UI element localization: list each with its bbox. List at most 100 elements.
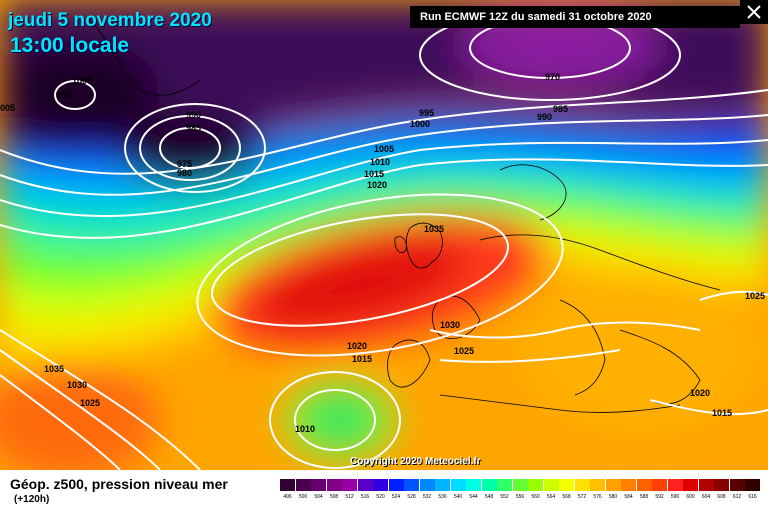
pressure-label: 1005 xyxy=(374,144,395,154)
scale-swatch xyxy=(419,479,435,491)
pressure-label: 985 xyxy=(553,104,569,114)
pressure-label: 1025 xyxy=(80,398,101,408)
forecast-date: jeudi 5 novembre 2020 xyxy=(8,10,212,31)
scale-label: 524 xyxy=(391,494,401,500)
scale-swatch xyxy=(574,479,590,491)
scale-swatch xyxy=(667,479,683,491)
pressure-label: 1020 xyxy=(367,180,388,190)
isobars xyxy=(0,9,768,470)
scale-swatch xyxy=(450,479,466,491)
scale-label: 560 xyxy=(531,494,540,500)
scale-label: 576 xyxy=(593,494,602,500)
scale-label: 592 xyxy=(655,494,664,500)
weather-map: jeudi 5 novembre 2020 13:00 locale Run E… xyxy=(0,0,768,470)
scale-label: 556 xyxy=(515,494,525,500)
scale-swatch xyxy=(357,479,373,491)
scale-swatch xyxy=(388,479,404,491)
pressure-label: 1030 xyxy=(440,320,461,330)
pressure-label: 1035 xyxy=(44,364,65,374)
scale-label: 600 xyxy=(686,494,695,500)
coastlines xyxy=(89,19,721,413)
close-button[interactable] xyxy=(740,0,768,24)
scale-swatch xyxy=(295,479,311,491)
pressure-label: 1010 xyxy=(370,157,391,167)
pressure-label: 990 xyxy=(537,112,553,122)
scale-swatch xyxy=(342,479,357,491)
scale-swatch xyxy=(326,479,342,491)
scale-label: 584 xyxy=(624,494,633,500)
legend-footer: Géop. z500, pression niveau mer (+120h) … xyxy=(0,470,768,512)
copyright: Copyright 2020 Meteociel.fr xyxy=(350,456,481,467)
scale-swatch xyxy=(404,479,419,491)
run-info: Run ECMWF 12Z du samedi 31 octobre 2020 xyxy=(410,6,740,28)
scale-swatch xyxy=(683,479,698,491)
scale-swatch xyxy=(528,479,543,491)
map-title: Géop. z500, pression niveau mer xyxy=(10,476,228,492)
close-icon xyxy=(747,5,761,19)
scale-swatch xyxy=(590,479,605,491)
scale-label: 520 xyxy=(376,494,385,500)
scale-swatch xyxy=(373,479,388,491)
scale-label: 508 xyxy=(329,494,339,500)
scale-swatch xyxy=(543,479,559,491)
scale-label: 588 xyxy=(639,494,649,500)
scale-label: 512 xyxy=(345,494,354,500)
pressure-label: 1020 xyxy=(690,388,711,398)
scale-label: 580 xyxy=(608,494,618,500)
pressure-label: 1025 xyxy=(454,346,475,356)
scale-label: 536 xyxy=(438,494,447,500)
scale-swatch xyxy=(466,479,481,491)
scale-label: 540 xyxy=(453,494,463,500)
scale-label: 596 xyxy=(670,494,680,500)
scale-swatch xyxy=(481,479,497,491)
pressure-label: 990 xyxy=(186,110,202,120)
scale-label: 552 xyxy=(500,494,509,500)
pressure-label: 995 xyxy=(419,108,435,118)
scale-label: 504 xyxy=(314,494,323,500)
scale-label: 544 xyxy=(469,494,478,500)
scale-label: 496 xyxy=(283,494,292,500)
scale-swatch xyxy=(311,479,326,491)
scale-label: 532 xyxy=(422,494,432,500)
scale-swatch xyxy=(497,479,512,491)
scale-swatch xyxy=(714,479,729,491)
pressure-label: 1030 xyxy=(67,380,88,390)
scale-swatch xyxy=(559,479,574,491)
geopotential-field xyxy=(0,0,768,470)
scale-swatch xyxy=(280,479,295,491)
pressure-label: 995 xyxy=(56,90,72,100)
forecast-time: 13:00 locale xyxy=(10,34,130,57)
forecast-offset: (+120h) xyxy=(14,494,50,505)
pressure-label: 975 xyxy=(177,159,193,169)
scale-label: 604 xyxy=(701,494,711,500)
pressure-label: 1025 xyxy=(745,291,766,301)
scale-label: 528 xyxy=(407,494,416,500)
pressure-label: 1000 xyxy=(72,76,93,86)
scale-label: 608 xyxy=(717,494,726,500)
pressure-label: 1015 xyxy=(712,408,733,418)
pressure-label: 970 xyxy=(545,72,561,82)
scale-label: 616 xyxy=(748,494,757,500)
scale-swatch xyxy=(745,479,760,491)
scale-swatch xyxy=(621,479,636,491)
scale-label: 572 xyxy=(577,494,587,500)
pressure-label: 1035 xyxy=(424,224,445,234)
pressure-label: 1010 xyxy=(295,424,316,434)
pressure-label: 1020 xyxy=(347,341,368,351)
scale-swatch xyxy=(636,479,652,491)
scale-swatch xyxy=(729,479,745,491)
scale-label: 564 xyxy=(546,494,556,500)
scale-label: 500 xyxy=(298,494,308,500)
scale-swatch xyxy=(698,479,714,491)
scale-swatch xyxy=(435,479,450,491)
scale-swatch xyxy=(605,479,621,491)
pressure-label: 1015 xyxy=(364,169,385,179)
pressure-label: 1000 xyxy=(410,119,431,129)
pressure-label: 1015 xyxy=(352,354,373,364)
scale-swatch xyxy=(512,479,528,491)
scale-swatch xyxy=(652,479,667,491)
scale-label: 548 xyxy=(484,494,494,500)
pressure-label: 980 xyxy=(177,168,193,178)
scale-label: 516 xyxy=(360,494,370,500)
pressure-label: 985 xyxy=(186,123,202,133)
